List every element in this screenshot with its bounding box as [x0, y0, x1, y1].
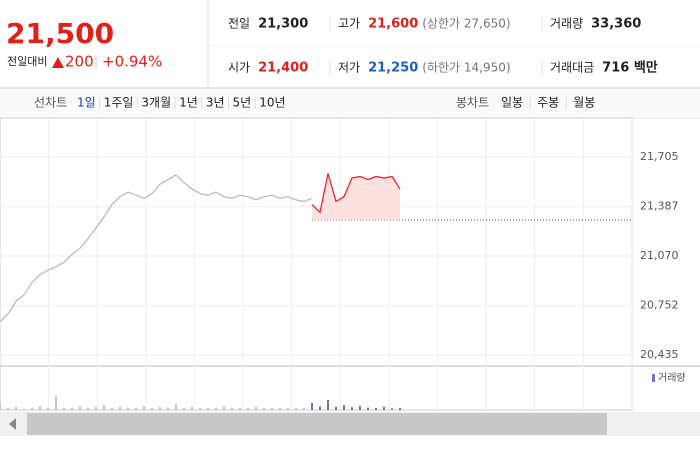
candle-button[interactable]: 월봉 [573, 96, 595, 110]
volume-bar [271, 408, 273, 410]
volume-bar [79, 406, 81, 410]
change-label: 전일대비 [7, 54, 47, 68]
period-button[interactable]: 1주일 [104, 96, 134, 110]
volume-bar [247, 408, 249, 410]
volume-bar [111, 408, 113, 410]
period-button[interactable]: 5년 [233, 96, 252, 110]
price: 21,500 [6, 17, 114, 50]
summary-label: 전일 [228, 17, 250, 31]
volume-bar [127, 407, 129, 410]
volume-bar [375, 408, 377, 410]
period-button[interactable]: 1년 [179, 96, 198, 110]
volume-bar [279, 407, 281, 410]
volume-bar [367, 407, 369, 410]
volume-bar [95, 407, 97, 410]
summary-label: 고가 [338, 17, 360, 31]
legend-label: 거래량 [658, 372, 686, 384]
up-arrow [52, 57, 64, 68]
price-line [311, 173, 401, 214]
summary-label: 거래량 [550, 17, 583, 31]
legend-swatch [652, 374, 655, 382]
volume-bar [71, 408, 73, 410]
volume-bar [255, 407, 257, 410]
summary-value: 21,400 [258, 61, 308, 76]
volume-bar [0, 402, 1, 410]
summary-note: (상한가 27,650) [422, 17, 510, 31]
volume-bar [391, 408, 393, 410]
toolbar-label: 봉차트 [456, 96, 489, 110]
volume-bar [63, 407, 65, 410]
volume-bar [327, 400, 329, 410]
volume-bar [87, 408, 89, 410]
volume-bar [295, 408, 297, 410]
volume-bar [351, 407, 353, 410]
volume-bar [143, 406, 145, 410]
summary-value: 21,600 [368, 17, 418, 32]
volume-bar [359, 406, 361, 410]
summary-label: 시가 [228, 61, 250, 75]
candle-button[interactable]: 주봉 [537, 96, 559, 110]
summary-label: 저가 [338, 61, 360, 75]
y-tick-label: 20,435 [640, 348, 679, 361]
volume-bar [151, 408, 153, 410]
volume-bar [399, 408, 401, 410]
toolbar [0, 89, 700, 118]
volume-bar [31, 407, 33, 410]
volume-bar [319, 406, 321, 410]
summary-value: 33,360 [591, 17, 641, 32]
volume-bar [167, 407, 169, 410]
change: 200 [65, 53, 94, 71]
candle-button[interactable]: 일봉 [501, 96, 523, 110]
price-line [0, 174, 313, 322]
summary-label: 거래대금 [550, 61, 594, 75]
summary-value: 21,300 [258, 17, 308, 32]
volume-bar [39, 406, 41, 410]
summary-value: 21,250 [368, 61, 418, 76]
summary-note: (하한가 14,950) [422, 61, 510, 75]
volume-bar [239, 407, 241, 410]
volume-bar [223, 406, 225, 410]
y-tick-label: 20,752 [640, 299, 679, 312]
volume-bar [135, 408, 137, 410]
period-button[interactable]: 10년 [259, 96, 285, 110]
volume-bar [175, 404, 177, 410]
volume-bar [103, 405, 105, 410]
volume-bar [303, 407, 305, 410]
volume-bar [231, 408, 233, 410]
volume-bar [207, 407, 209, 410]
period-button[interactable]: 1일 [77, 96, 96, 110]
period-button[interactable]: 3년 [206, 96, 225, 110]
scroll-left[interactable] [9, 418, 16, 430]
scroll-thumb[interactable] [27, 413, 607, 435]
volume-bar [183, 408, 185, 410]
area [312, 173, 400, 221]
volume-bar [55, 396, 57, 410]
summary-value: 716 백만 [602, 60, 658, 76]
volume-bar [191, 406, 193, 410]
volume-bar [215, 408, 217, 410]
volume-bar [311, 402, 313, 410]
volume-bar [23, 408, 25, 410]
volume-bar [335, 406, 337, 410]
volume-bar [287, 408, 289, 410]
volume-bar [15, 406, 17, 410]
y-tick-label: 21,070 [640, 249, 679, 262]
volume-bar [263, 408, 265, 410]
y-tick-label: 21,705 [640, 150, 679, 163]
volume-bar [159, 407, 161, 410]
volume-bar [199, 408, 201, 410]
volume-bar [343, 405, 345, 410]
volume-bar [47, 408, 49, 410]
volume-bar [383, 406, 385, 410]
period-button[interactable]: 3개월 [141, 96, 171, 110]
y-tick-label: 21,387 [640, 200, 679, 213]
change-pct: +0.94% [102, 53, 162, 71]
toolbar-label: 선차트 [34, 96, 67, 110]
volume-bar [7, 408, 9, 410]
volume-bar [119, 406, 121, 410]
